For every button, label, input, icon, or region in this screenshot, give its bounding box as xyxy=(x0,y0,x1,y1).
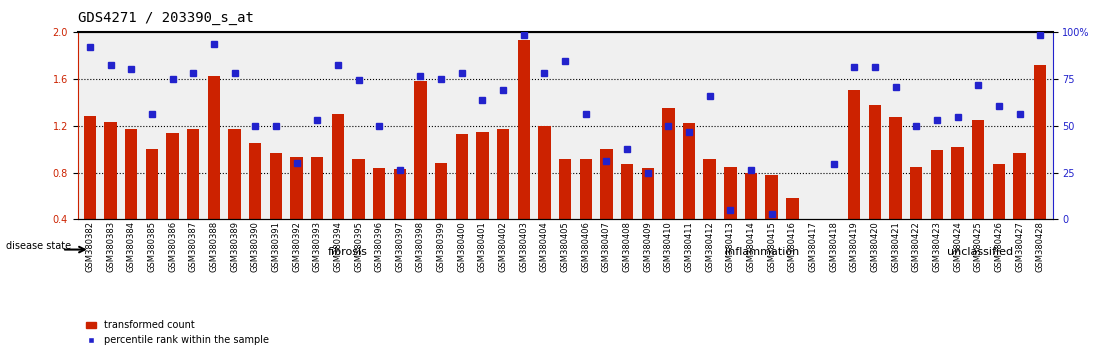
Bar xyxy=(642,168,654,219)
Text: inflammation: inflammation xyxy=(725,247,799,257)
Bar xyxy=(249,143,261,219)
Bar xyxy=(538,126,551,219)
Bar xyxy=(558,159,572,219)
Bar xyxy=(331,114,345,219)
Bar xyxy=(373,168,386,219)
Bar xyxy=(952,147,964,219)
Bar xyxy=(290,157,302,219)
Text: disease state: disease state xyxy=(6,241,71,251)
Bar xyxy=(476,132,489,219)
Bar xyxy=(890,118,902,219)
Bar xyxy=(352,159,365,219)
Bar xyxy=(766,175,778,219)
Bar xyxy=(848,91,861,219)
Bar xyxy=(435,163,448,219)
Text: GDS4271 / 203390_s_at: GDS4271 / 203390_s_at xyxy=(78,11,254,25)
Bar xyxy=(786,198,799,219)
Bar xyxy=(579,159,592,219)
Bar xyxy=(869,104,881,219)
Bar xyxy=(207,76,220,219)
Text: fibrosis: fibrosis xyxy=(327,247,367,257)
Bar xyxy=(166,133,178,219)
Bar xyxy=(725,167,737,219)
Bar xyxy=(972,120,984,219)
Bar xyxy=(1034,65,1046,219)
Bar xyxy=(187,129,199,219)
Bar xyxy=(104,122,116,219)
Bar xyxy=(601,149,613,219)
Bar xyxy=(228,129,240,219)
Bar xyxy=(125,129,137,219)
Bar xyxy=(496,129,510,219)
Bar xyxy=(414,81,427,219)
Bar xyxy=(84,116,96,219)
Bar xyxy=(807,219,819,246)
Bar xyxy=(1014,153,1026,219)
Bar xyxy=(311,157,324,219)
Bar xyxy=(146,149,158,219)
Bar xyxy=(704,159,716,219)
Bar xyxy=(620,164,634,219)
Bar xyxy=(269,153,283,219)
Bar xyxy=(745,172,757,219)
Bar xyxy=(393,169,406,219)
Bar xyxy=(993,164,1005,219)
Bar xyxy=(931,150,943,219)
Bar xyxy=(910,167,923,219)
Bar xyxy=(683,123,695,219)
Text: unclassified: unclassified xyxy=(947,247,1013,257)
Bar xyxy=(517,40,530,219)
Bar xyxy=(828,219,840,245)
Bar xyxy=(663,108,675,219)
Legend: transformed count, percentile rank within the sample: transformed count, percentile rank withi… xyxy=(82,316,273,349)
Bar xyxy=(455,134,468,219)
